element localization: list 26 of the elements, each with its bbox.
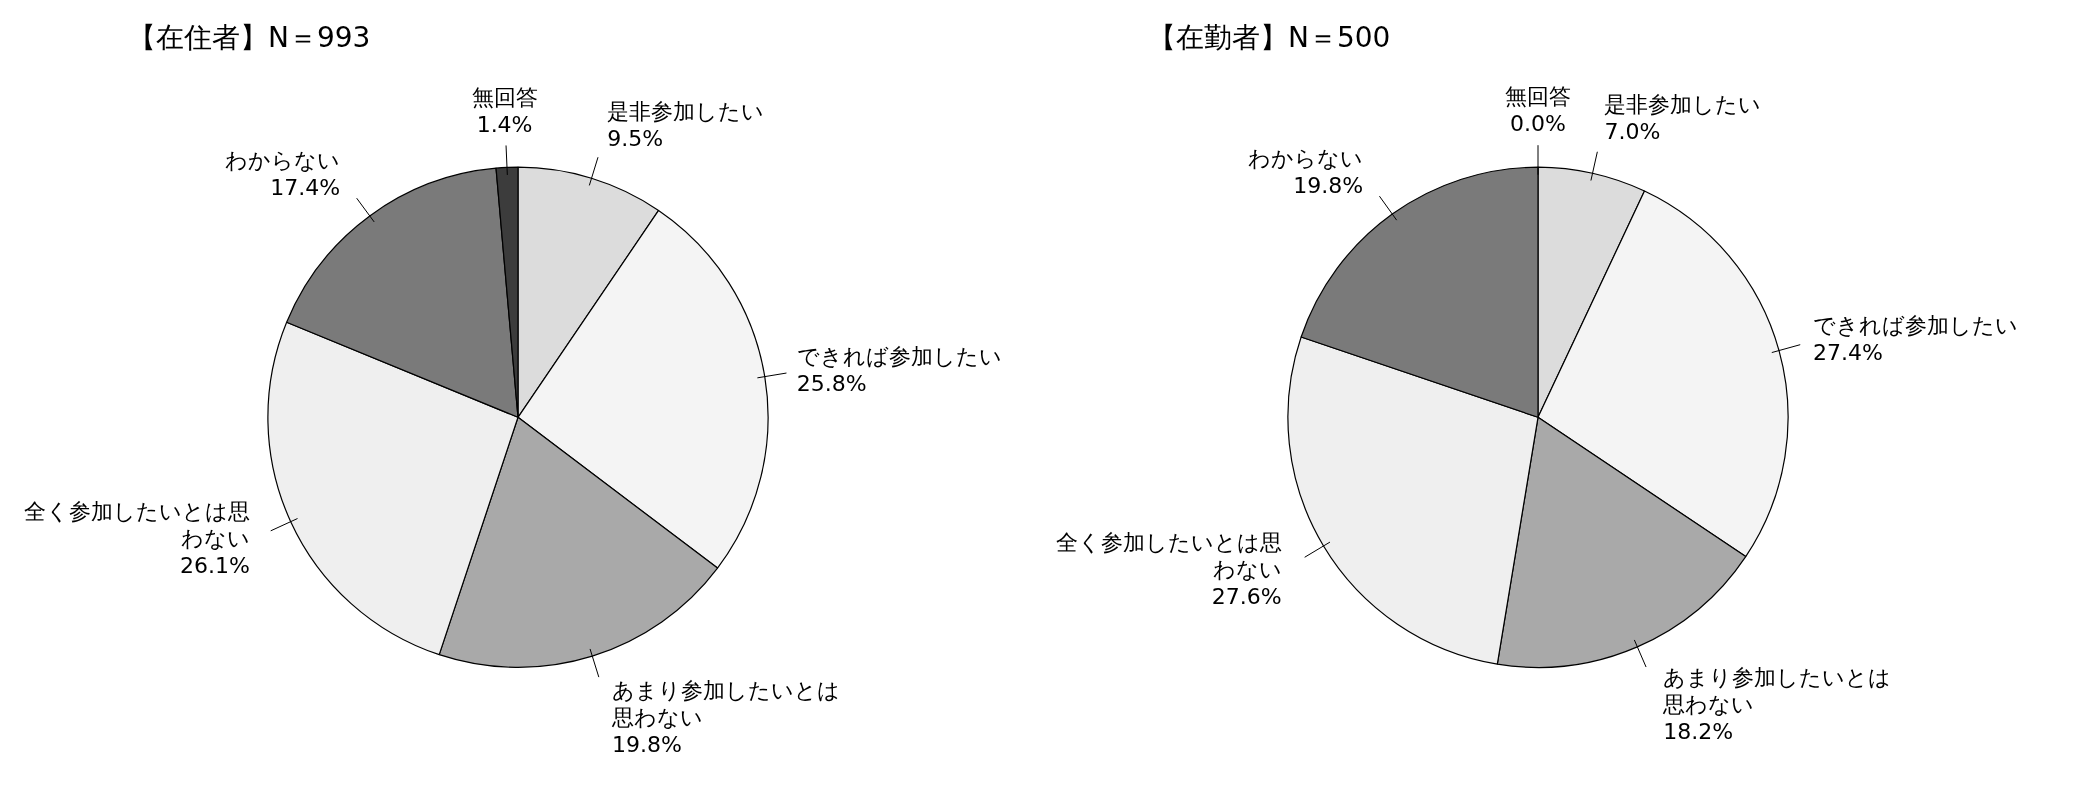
slice-label: 全く参加したいとは思わない: [23, 499, 250, 552]
text: 0.0%: [1510, 111, 1566, 137]
category-label: 無回答: [1505, 84, 1571, 110]
data-label: 18.2%: [1663, 719, 1734, 745]
data-label: 17.4%: [270, 175, 341, 201]
chart-title: 【在勤者】N＝500: [1148, 21, 1391, 55]
slice-label: 無回答: [471, 84, 538, 110]
slice-label: わからない: [1248, 145, 1364, 171]
data-label: 9.5%: [607, 126, 664, 152]
slice-label: できれば参加したい: [796, 343, 1002, 369]
slice-label: わからない: [225, 148, 341, 174]
data-label: 25.8%: [796, 370, 867, 396]
slice-label: 是非参加したい: [607, 99, 765, 125]
slice-label: あまり参加したいとは思わない: [1662, 665, 1892, 718]
data-label: 27.6%: [1211, 583, 1282, 609]
data-label: 26.1%: [180, 553, 250, 579]
slice-label: あまり参加したいとは思わない: [611, 678, 841, 731]
slice-label: 全く参加したいとは思わない: [1055, 529, 1282, 582]
slice-label: 是非参加したい: [1604, 92, 1762, 118]
data-label: 19.8%: [1293, 172, 1364, 198]
data-label: 1.4%: [476, 111, 533, 137]
data-label: 27.4%: [1812, 340, 1883, 366]
data-label: 19.8%: [612, 732, 682, 758]
data-label: 7.0%: [1604, 119, 1661, 145]
slice-label: できれば参加したい: [1812, 313, 2018, 339]
chart-title: 【在住者】N＝993: [128, 21, 371, 55]
